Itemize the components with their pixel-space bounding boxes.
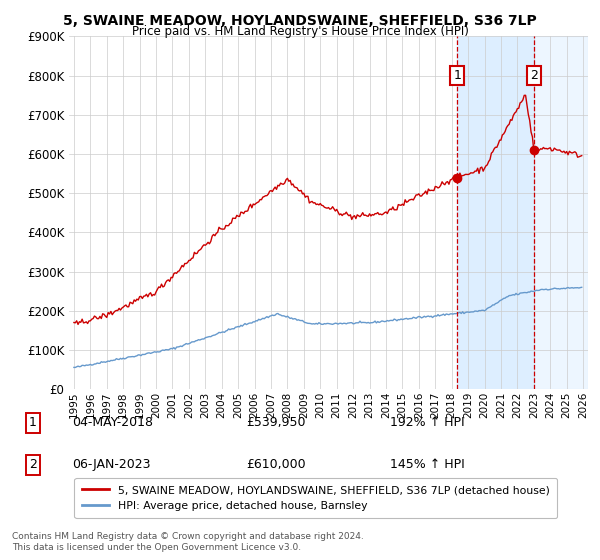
Text: 1: 1	[454, 69, 461, 82]
Text: £539,950: £539,950	[246, 416, 305, 430]
Text: 04-MAY-2018: 04-MAY-2018	[72, 416, 153, 430]
Text: £610,000: £610,000	[246, 458, 305, 472]
Text: Price paid vs. HM Land Registry's House Price Index (HPI): Price paid vs. HM Land Registry's House …	[131, 25, 469, 38]
Text: 2: 2	[29, 458, 37, 472]
Text: 1: 1	[29, 416, 37, 430]
Text: 06-JAN-2023: 06-JAN-2023	[72, 458, 151, 472]
Bar	[534, 36, 588, 389]
Text: 145% ↑ HPI: 145% ↑ HPI	[390, 458, 465, 472]
Text: Contains HM Land Registry data © Crown copyright and database right 2024.
This d: Contains HM Land Registry data © Crown c…	[12, 532, 364, 552]
Bar	[457, 36, 534, 389]
Text: 5, SWAINE MEADOW, HOYLANDSWAINE, SHEFFIELD, S36 7LP: 5, SWAINE MEADOW, HOYLANDSWAINE, SHEFFIE…	[63, 14, 537, 28]
Legend: 5, SWAINE MEADOW, HOYLANDSWAINE, SHEFFIELD, S36 7LP (detached house), HPI: Avera: 5, SWAINE MEADOW, HOYLANDSWAINE, SHEFFIE…	[74, 478, 557, 518]
Text: 192% ↑ HPI: 192% ↑ HPI	[390, 416, 464, 430]
Text: 2: 2	[530, 69, 538, 82]
